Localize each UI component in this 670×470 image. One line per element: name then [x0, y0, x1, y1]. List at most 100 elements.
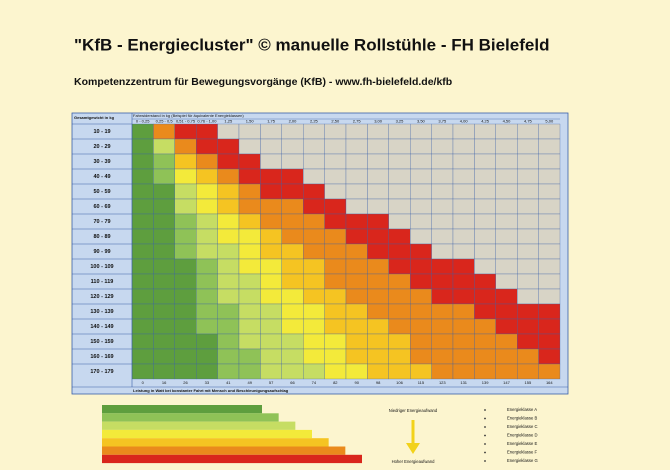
- cell: [131, 213, 154, 230]
- cell: [452, 153, 475, 170]
- cell: [260, 168, 282, 185]
- cell: [238, 213, 261, 230]
- legend-bullet: [484, 426, 486, 428]
- cell: [388, 363, 411, 380]
- cell: [431, 288, 454, 305]
- cell: [303, 183, 325, 200]
- legend-low: Niedriger Energieaufwand: [389, 408, 438, 413]
- cell: [452, 213, 475, 230]
- cell: [495, 333, 518, 350]
- cell: [131, 123, 154, 140]
- row-label: 100 - 109: [90, 264, 113, 270]
- power-value: 33: [205, 380, 210, 385]
- power-value: 82: [333, 380, 338, 385]
- cell: [495, 228, 518, 245]
- cell: [303, 288, 325, 305]
- cell: [260, 123, 282, 140]
- cell: [367, 303, 389, 320]
- cell: [131, 138, 154, 155]
- column-label: 0 - 0,25: [136, 119, 150, 124]
- legend-bullet: [484, 409, 486, 411]
- cell: [345, 123, 368, 140]
- arrow-head: [406, 443, 420, 454]
- cell: [517, 333, 539, 350]
- column-label: 4,25: [481, 119, 490, 124]
- cell: [238, 123, 261, 140]
- cell: [388, 258, 411, 275]
- cell: [474, 123, 496, 140]
- cell: [174, 138, 197, 155]
- cell: [517, 153, 539, 170]
- cell: [410, 258, 432, 275]
- cell: [260, 213, 282, 230]
- cell: [131, 183, 154, 200]
- cell: [474, 153, 496, 170]
- cell: [452, 183, 475, 200]
- cell: [431, 228, 454, 245]
- legend-bar: [102, 438, 329, 447]
- legend-bullet: [484, 460, 486, 462]
- cell: [452, 198, 475, 215]
- cell: [196, 228, 218, 245]
- cell: [495, 123, 518, 140]
- cell: [388, 213, 411, 230]
- cell: [131, 153, 154, 170]
- cell: [495, 183, 518, 200]
- cell: [153, 168, 175, 185]
- cell: [196, 123, 218, 140]
- cell: [260, 318, 282, 335]
- cell: [345, 138, 368, 155]
- cell: [153, 318, 175, 335]
- cell: [260, 273, 282, 290]
- cell: [324, 318, 347, 335]
- cell: [410, 348, 432, 365]
- cell: [217, 168, 240, 185]
- legend-label: Energieklasse A: [507, 407, 537, 412]
- cell: [281, 213, 304, 230]
- row-label: 130 - 139: [90, 309, 113, 315]
- cell: [281, 243, 304, 260]
- cell: [431, 123, 454, 140]
- cell: [367, 273, 389, 290]
- cell: [367, 243, 389, 260]
- row-label: 30 - 39: [93, 159, 110, 165]
- cell: [367, 138, 389, 155]
- cell: [153, 348, 175, 365]
- cell: [452, 348, 475, 365]
- cell: [345, 318, 368, 335]
- cell: [303, 303, 325, 320]
- title: "KfB - Energiecluster" © manuelle Rollst…: [74, 35, 549, 54]
- cell: [495, 198, 518, 215]
- cell: [238, 138, 261, 155]
- column-label: 2,00: [289, 119, 298, 124]
- column-label: 3,00: [374, 119, 383, 124]
- power-value: 155: [525, 380, 532, 385]
- cell: [153, 303, 175, 320]
- cell: [495, 288, 518, 305]
- cell: [431, 138, 454, 155]
- cell: [217, 243, 240, 260]
- legend-bar: [102, 405, 262, 414]
- cell: [431, 333, 454, 350]
- column-label: 5,00: [545, 119, 554, 124]
- cell: [196, 258, 218, 275]
- cell: [281, 138, 304, 155]
- column-label: 2,25: [310, 119, 319, 124]
- cell: [324, 348, 347, 365]
- legend-label: Energieklasse E: [507, 441, 537, 446]
- cell: [345, 273, 368, 290]
- cell: [217, 303, 240, 320]
- cell: [345, 243, 368, 260]
- cell: [217, 348, 240, 365]
- legend: Energieklasse A Energieklasse B Energiekla…: [102, 405, 538, 464]
- cell: [474, 348, 496, 365]
- legend-high: Hoher Energieaufwand: [392, 459, 436, 464]
- column-label: 0,76 - 1,00: [197, 119, 217, 124]
- column-label: 1,75: [267, 119, 276, 124]
- cell: [367, 333, 389, 350]
- cell: [153, 258, 175, 275]
- cell: [410, 333, 432, 350]
- cell: [196, 318, 218, 335]
- legend-label: Energieklasse B: [507, 416, 537, 421]
- cell: [260, 138, 282, 155]
